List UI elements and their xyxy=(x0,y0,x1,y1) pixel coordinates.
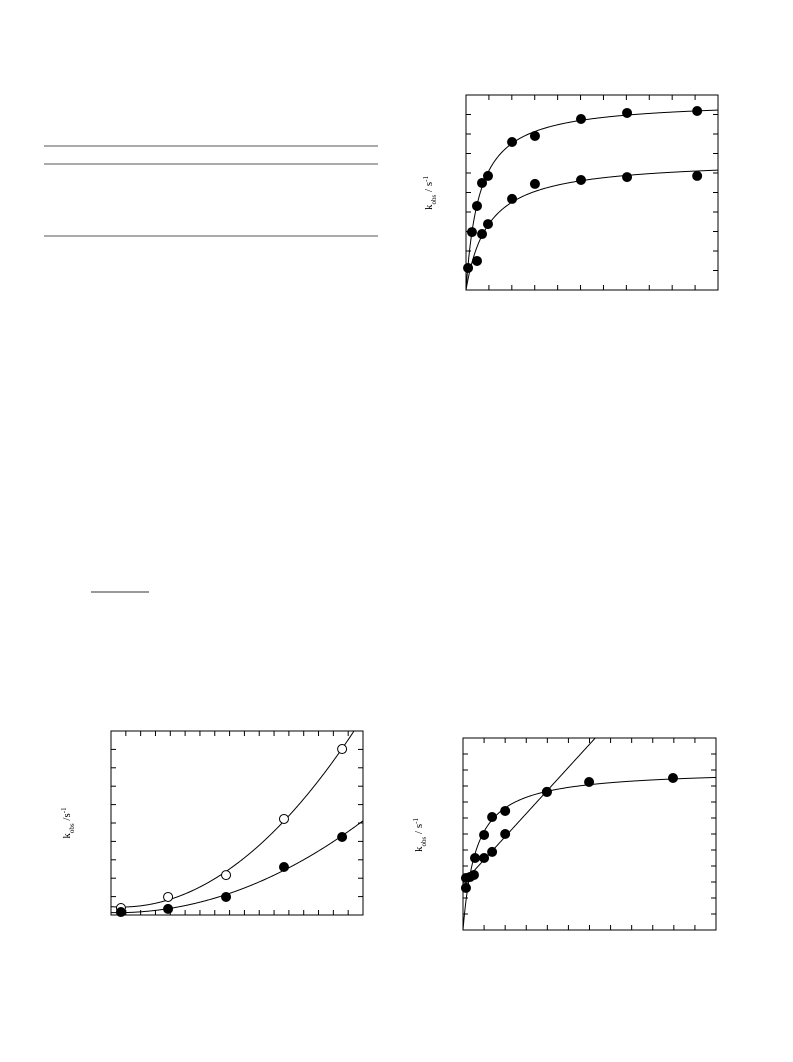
data-point xyxy=(471,200,482,211)
data-point xyxy=(576,113,587,124)
data-point xyxy=(541,786,552,797)
y-axis-label-part: -1 xyxy=(412,818,420,824)
y-axis-label-part: -1 xyxy=(422,176,430,182)
data-point xyxy=(463,262,474,273)
data-point xyxy=(479,829,490,840)
y-axis-label: kobs / s-1 xyxy=(412,818,428,852)
data-point xyxy=(278,813,289,824)
data-point xyxy=(482,219,493,230)
data-point xyxy=(278,861,289,872)
fit-curve xyxy=(463,776,716,930)
y-axis-label-part: k xyxy=(61,833,73,839)
data-point xyxy=(487,812,498,823)
fit-curve xyxy=(466,109,718,290)
y-axis-label: kobs / s-1 xyxy=(422,176,438,210)
y-axis-label-part: / s xyxy=(413,824,425,837)
data-point xyxy=(477,177,488,188)
data-point xyxy=(500,829,511,839)
data-point xyxy=(500,805,511,816)
fit-curve xyxy=(466,169,718,290)
data-point xyxy=(667,773,678,783)
data-point xyxy=(479,853,490,863)
data-point xyxy=(468,869,479,880)
plot-frame xyxy=(465,94,719,291)
y-axis-label-part: obs xyxy=(420,836,428,846)
data-point xyxy=(507,136,518,147)
data-point xyxy=(622,172,633,183)
data-point xyxy=(576,175,587,186)
data-point xyxy=(622,107,633,118)
y-axis-label-part: / s xyxy=(423,182,435,195)
data-point xyxy=(482,170,493,181)
data-point xyxy=(487,846,498,857)
y-axis-label: kobs /s-1 xyxy=(60,807,76,839)
data-point xyxy=(470,853,481,863)
data-point xyxy=(337,831,348,842)
y-axis-label-part: -1 xyxy=(60,807,68,813)
y-axis-label-part: k xyxy=(423,204,435,210)
data-point xyxy=(115,907,126,918)
chart: kobs /s-1 xyxy=(60,730,364,918)
y-axis-label-part: k xyxy=(413,846,425,852)
data-point xyxy=(460,882,471,893)
data-point xyxy=(466,227,477,238)
data-point xyxy=(337,744,348,755)
plot-frame xyxy=(110,730,364,916)
data-point xyxy=(477,229,488,240)
fit-curve xyxy=(111,820,363,914)
y-axis-label-part: /s xyxy=(61,813,73,823)
y-axis-label-part: obs xyxy=(430,194,438,204)
data-point xyxy=(692,170,703,181)
chart: kobs / s-1 xyxy=(422,94,719,291)
data-point xyxy=(221,891,232,902)
y-axis-label-part: obs xyxy=(68,823,76,833)
fit-curve xyxy=(463,738,596,884)
data-point xyxy=(221,870,232,881)
data-point xyxy=(529,130,540,141)
data-point xyxy=(529,178,540,189)
data-point xyxy=(163,891,174,902)
fit-curve xyxy=(111,731,355,908)
chart: kobs / s-1 xyxy=(412,737,717,931)
data-point xyxy=(507,193,518,204)
data-point xyxy=(584,777,595,787)
data-point xyxy=(163,903,174,914)
data-point xyxy=(471,255,482,266)
data-point xyxy=(692,105,703,116)
